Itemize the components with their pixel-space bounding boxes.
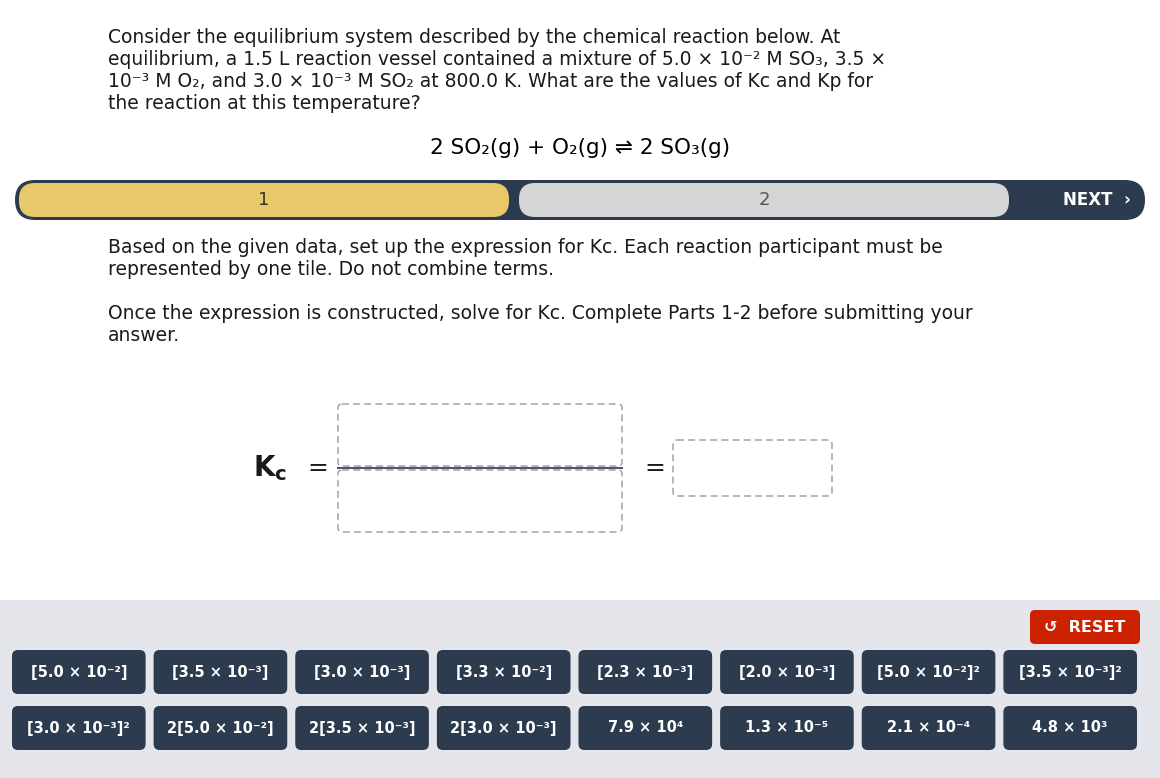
FancyBboxPatch shape (1003, 650, 1137, 694)
FancyBboxPatch shape (12, 706, 146, 750)
Text: [5.0 × 10⁻²]²: [5.0 × 10⁻²]² (877, 664, 980, 679)
Text: Based on the given data, set up the expression for Kc. Each reaction participant: Based on the given data, set up the expr… (108, 238, 943, 257)
FancyBboxPatch shape (296, 650, 429, 694)
Text: equilibrium, a 1.5 L reaction vessel contained a mixture of 5.0 × 10⁻² M SO₃, 3.: equilibrium, a 1.5 L reaction vessel con… (108, 50, 886, 69)
Text: represented by one tile. Do not combine terms.: represented by one tile. Do not combine … (108, 260, 554, 279)
FancyBboxPatch shape (673, 440, 832, 496)
FancyBboxPatch shape (579, 650, 712, 694)
FancyBboxPatch shape (15, 180, 1145, 220)
FancyBboxPatch shape (296, 706, 429, 750)
Text: the reaction at this temperature?: the reaction at this temperature? (108, 94, 421, 113)
Bar (0, 0, 1160, 600)
Text: 2[5.0 × 10⁻²]: 2[5.0 × 10⁻²] (167, 720, 274, 735)
Text: [3.5 × 10⁻³]²: [3.5 × 10⁻³]² (1018, 664, 1122, 679)
FancyBboxPatch shape (437, 650, 571, 694)
FancyBboxPatch shape (153, 650, 288, 694)
FancyBboxPatch shape (862, 650, 995, 694)
Text: 1.3 × 10⁻⁵: 1.3 × 10⁻⁵ (746, 720, 828, 735)
FancyBboxPatch shape (1003, 706, 1137, 750)
Text: Once the expression is constructed, solve for Kc. Complete Parts 1-2 before subm: Once the expression is constructed, solv… (108, 304, 973, 323)
Text: NEXT  ›: NEXT › (1063, 191, 1131, 209)
Text: answer.: answer. (108, 326, 180, 345)
Text: 7.9 × 10⁴: 7.9 × 10⁴ (608, 720, 683, 735)
Text: 1: 1 (259, 191, 269, 209)
Text: Consider the equilibrium system described by the chemical reaction below. At: Consider the equilibrium system describe… (108, 28, 840, 47)
FancyBboxPatch shape (19, 183, 509, 217)
Text: [3.3 × 10⁻²]: [3.3 × 10⁻²] (456, 664, 552, 679)
FancyBboxPatch shape (153, 706, 288, 750)
FancyBboxPatch shape (1030, 610, 1140, 644)
Text: 2.1 × 10⁻⁴: 2.1 × 10⁻⁴ (887, 720, 970, 735)
FancyBboxPatch shape (579, 706, 712, 750)
FancyBboxPatch shape (12, 650, 146, 694)
Text: [3.0 × 10⁻³]²: [3.0 × 10⁻³]² (28, 720, 130, 735)
Text: 4.8 × 10³: 4.8 × 10³ (1032, 720, 1108, 735)
Text: [5.0 × 10⁻²]: [5.0 × 10⁻²] (30, 664, 128, 679)
Text: [2.3 × 10⁻³]: [2.3 × 10⁻³] (597, 664, 694, 679)
Text: ↺  RESET: ↺ RESET (1044, 619, 1125, 635)
FancyBboxPatch shape (720, 650, 854, 694)
Text: 2: 2 (759, 191, 770, 209)
Text: [2.0 × 10⁻³]: [2.0 × 10⁻³] (739, 664, 835, 679)
FancyBboxPatch shape (338, 470, 622, 532)
FancyBboxPatch shape (862, 706, 995, 750)
Text: 2[3.0 × 10⁻³]: 2[3.0 × 10⁻³] (450, 720, 557, 735)
Bar (0, 600, 1160, 778)
Text: 2 SO₂(g) + O₂(g) ⇌ 2 SO₃(g): 2 SO₂(g) + O₂(g) ⇌ 2 SO₃(g) (430, 138, 730, 158)
FancyBboxPatch shape (519, 183, 1009, 217)
FancyBboxPatch shape (437, 706, 571, 750)
Text: =: = (645, 456, 666, 480)
Text: [3.5 × 10⁻³]: [3.5 × 10⁻³] (172, 664, 269, 679)
FancyBboxPatch shape (338, 404, 622, 466)
Text: $\mathbf{K_c}$: $\mathbf{K_c}$ (253, 453, 287, 483)
FancyBboxPatch shape (720, 706, 854, 750)
Text: 2[3.5 × 10⁻³]: 2[3.5 × 10⁻³] (309, 720, 415, 735)
Text: 10⁻³ M O₂, and 3.0 × 10⁻³ M SO₂ at 800.0 K. What are the values of Kc and Kp for: 10⁻³ M O₂, and 3.0 × 10⁻³ M SO₂ at 800.0… (108, 72, 873, 91)
Text: =: = (307, 456, 328, 480)
Text: [3.0 × 10⁻³]: [3.0 × 10⁻³] (314, 664, 411, 679)
